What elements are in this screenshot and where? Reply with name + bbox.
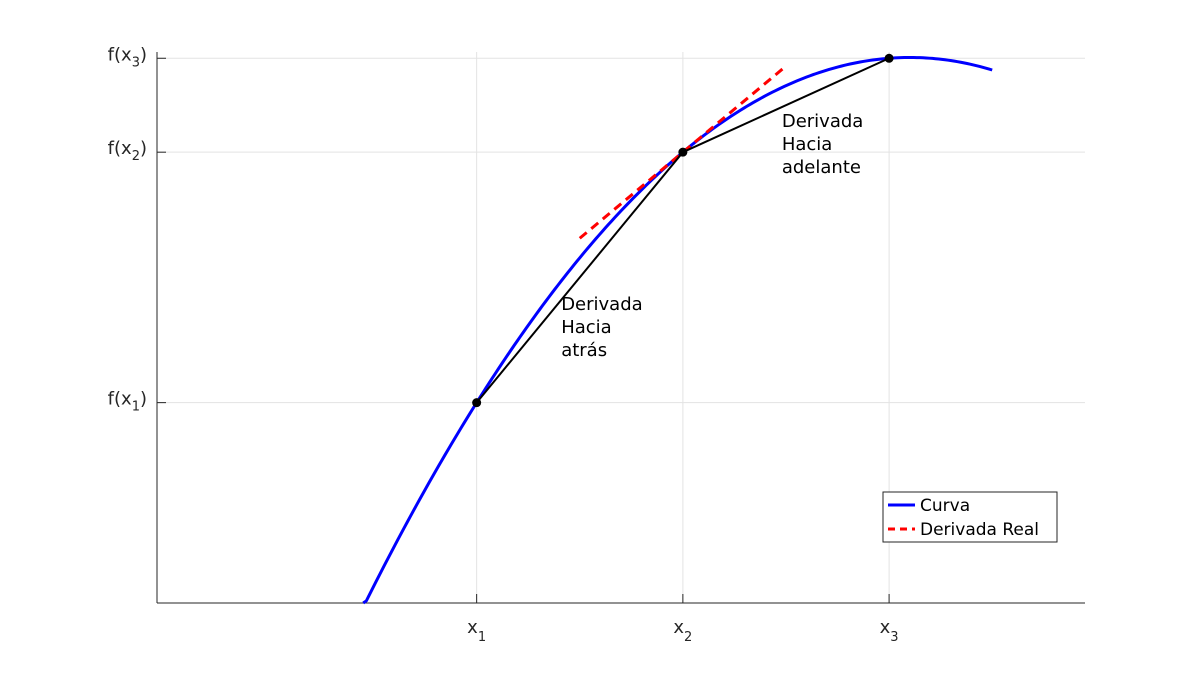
y-tick-label-1: f(x1) <box>108 389 147 415</box>
point-3 <box>884 53 894 63</box>
y-tick-label-2: f(x2) <box>108 138 147 164</box>
point-2 <box>678 147 688 157</box>
y-tick-label-3: f(x3) <box>108 44 147 70</box>
legend-box <box>882 491 1058 543</box>
secant-forward-line <box>682 57 890 154</box>
legend-label-1: Curva <box>920 496 970 516</box>
secant-backward-line <box>475 151 684 404</box>
x-tick-label-1: x1 <box>467 617 486 645</box>
annotations: Derivada Hacia atrás Derivada Hacia adelante <box>561 111 863 361</box>
axes <box>156 52 1085 604</box>
annotation-backward: Derivada Hacia atrás <box>561 294 642 361</box>
x-tick-label-2: x2 <box>673 617 692 645</box>
grid-lines <box>157 52 1085 603</box>
tick-labels: x1 x2 x3 f(x1) f(x2) f(x3) <box>108 44 899 645</box>
x-tick-label-3: x3 <box>880 617 899 645</box>
legend-label-2: Derivada Real <box>920 520 1039 540</box>
point-1 <box>472 398 482 408</box>
annotation-forward: Derivada Hacia adelante <box>782 111 863 178</box>
legend: Curva Derivada Real <box>882 491 1058 543</box>
data-points <box>472 53 894 408</box>
